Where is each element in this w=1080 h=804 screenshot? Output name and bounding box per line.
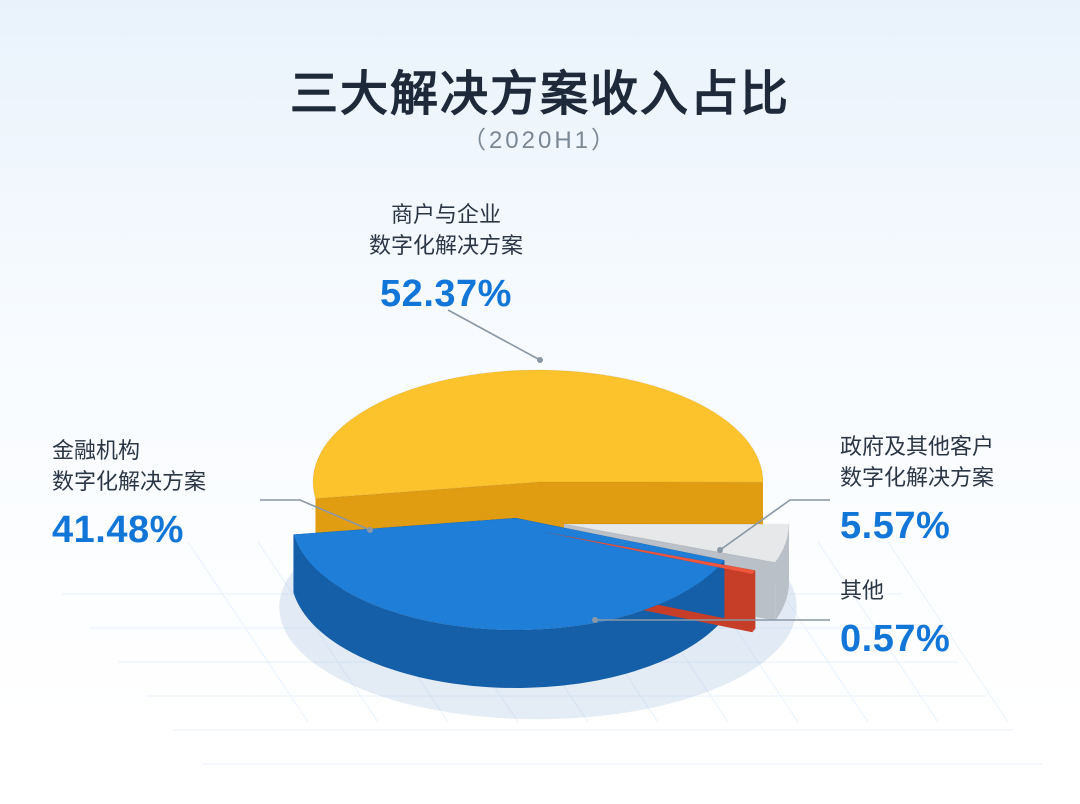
label-gov-line2: 数字化解决方案 [840, 465, 994, 490]
label-other-line1-real: 其他 [840, 578, 884, 603]
label-merchant: 商户与企业 数字化解决方案 52.37% [286, 200, 606, 321]
label-merchant-pct: 52.37% [286, 268, 606, 321]
pie-chart [0, 0, 1080, 804]
label-finance-pct: 41.48% [52, 504, 262, 557]
label-gov: 政府及其他客户 数字化解决方案 5.57% [840, 432, 1070, 553]
label-finance-line2: 数字化解决方案 [52, 469, 206, 494]
label-merchant-line1: 商户与企业 [391, 202, 501, 227]
label-other: 其他 0.57% [840, 576, 1040, 666]
label-finance: 金融机构 数字化解决方案 41.48% [52, 436, 262, 557]
label-merchant-line2: 数字化解决方案 [369, 233, 523, 258]
label-gov-line1: 政府及其他客户 [840, 434, 994, 459]
label-other-pct: 0.57% [840, 613, 1040, 666]
label-gov-pct: 5.57% [840, 500, 1070, 553]
label-finance-line1: 金融机构 [52, 438, 140, 463]
